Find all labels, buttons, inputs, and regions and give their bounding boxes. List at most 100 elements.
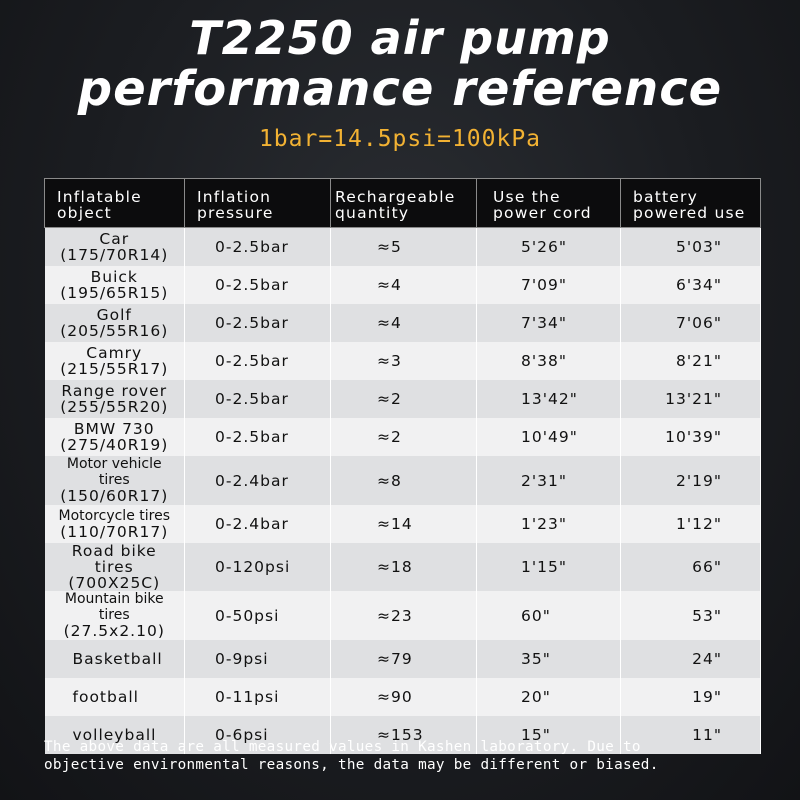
cell-object: Road bike tires (700X25C): [44, 543, 185, 592]
object-name: BMW 730: [73, 420, 155, 438]
cell-object: Basketball: [44, 640, 185, 678]
cell-object: Camry (215/55R17): [44, 342, 185, 380]
object-name: football: [72, 688, 139, 706]
cell-pressure: 0-2.5bar: [184, 227, 331, 266]
cell-object: Golf (205/55R16): [44, 304, 185, 342]
object-name: Golf: [96, 306, 132, 324]
cell-pressure: 0-50psi: [184, 591, 331, 640]
table-row: Camry (215/55R17) 0-2.5bar ≈3 8'38" 8'21": [44, 342, 761, 380]
cell-power-cord-time: 1'23": [476, 505, 621, 543]
cell-quantity: ≈153: [330, 716, 477, 754]
object-size: (150/60R17): [60, 487, 169, 505]
cell-power-cord-time: 1'15": [476, 543, 621, 591]
cell-power-cord-time: 5'26": [476, 227, 621, 266]
cell-object: Buick (195/65R15): [44, 266, 185, 304]
table-row: football 0-11psi ≈90 20" 19": [44, 678, 761, 716]
table-header-row: Inflatable object Inflation pressure Recha…: [44, 178, 761, 228]
cell-quantity: ≈4: [330, 304, 477, 342]
object-size: (110/70R17): [60, 522, 169, 541]
cell-pressure: 0-2.5bar: [184, 342, 331, 380]
cell-quantity: ≈90: [330, 678, 477, 716]
cell-object: Range rover (255/55R20): [44, 380, 185, 418]
object-name: Motor vehicle tires: [66, 456, 162, 488]
cell-pressure: 0-2.5bar: [184, 380, 331, 418]
table-row: Motorcycle tires (110/70R17) 0-2.4bar ≈14 1'…: [44, 505, 761, 543]
cell-object: BMW 730 (275/40R19): [44, 418, 185, 456]
column-header-power-cord: Use the power cord: [476, 178, 621, 228]
cell-power-cord-time: 60": [476, 591, 621, 640]
cell-object: Car (175/70R14): [44, 227, 185, 266]
cell-pressure: 0-6psi: [184, 716, 331, 754]
cell-battery-time: 1'12": [620, 505, 761, 543]
cell-quantity: ≈18: [330, 543, 477, 591]
cell-pressure: 0-2.4bar: [184, 505, 331, 543]
cell-quantity: ≈8: [330, 456, 477, 505]
cell-quantity: ≈23: [330, 591, 477, 640]
page-title-line1: T2250 air pump: [189, 11, 611, 65]
cell-quantity: ≈2: [330, 380, 477, 418]
cell-pressure: 0-2.5bar: [184, 304, 331, 342]
cell-power-cord-time: 10'49": [476, 418, 621, 456]
cell-quantity: ≈5: [330, 227, 477, 266]
table-body: Car (175/70R14) 0-2.5bar ≈5 5'26" 5'03" Buick(…: [44, 227, 761, 754]
table-row: Mountain bike tires (27.5x2.10) 0-50psi ≈23…: [44, 591, 761, 640]
cell-battery-time: 2'19": [620, 456, 761, 505]
cell-pressure: 0-2.5bar: [184, 418, 331, 456]
object-name: Buick: [90, 268, 138, 286]
table-row: Basketball 0-9psi ≈79 35" 24": [44, 640, 761, 678]
cell-power-cord-time: 35": [476, 640, 621, 678]
cell-object: football: [44, 678, 185, 716]
cell-battery-time: 7'06": [620, 304, 761, 342]
column-header-pressure: Inflation pressure: [184, 178, 331, 228]
cell-battery-time: 10'39": [620, 418, 761, 456]
object-size: (27.5x2.10): [63, 622, 165, 640]
object-name: Basketball: [72, 650, 163, 668]
table-row: Golf (205/55R16) 0-2.5bar ≈4 7'34" 7'06": [44, 304, 761, 342]
table-row: Range rover (255/55R20) 0-2.5bar ≈2 13'42" 13…: [44, 380, 761, 418]
cell-battery-time: 53": [620, 591, 761, 640]
cell-quantity: ≈3: [330, 342, 477, 380]
cell-power-cord-time: 7'34": [476, 304, 621, 342]
object-size: (215/55R17): [60, 360, 169, 378]
disclaimer-line1: The above data are all measured values i…: [44, 739, 641, 755]
cell-battery-time: 5'03": [620, 227, 761, 266]
unit-conversion-subtitle: 1bar=14.5psi=100kPa: [258, 126, 542, 152]
object-name: Camry: [86, 344, 143, 362]
object-size: (175/70R14): [60, 246, 169, 264]
cell-battery-time: 6'34": [620, 266, 761, 304]
object-size: (195/65R15): [60, 284, 169, 302]
cell-object: volleyball: [44, 716, 185, 754]
table-row: Car (175/70R14) 0-2.5bar ≈5 5'26" 5'03": [44, 227, 761, 266]
cell-pressure: 0-2.4bar: [184, 456, 331, 505]
column-header-object: Inflatable object: [44, 178, 185, 228]
cell-object: Motorcycle tires (110/70R17): [44, 505, 185, 543]
cell-battery-time: 66": [620, 543, 761, 591]
table-row: Motor vehicle tires (150/60R17) 0-2.4bar ≈8…: [44, 456, 761, 505]
cell-object: Motor vehicle tires (150/60R17): [44, 456, 185, 505]
cell-battery-time: 8'21": [620, 342, 761, 380]
cell-quantity: ≈79: [330, 640, 477, 678]
column-header-battery: battery powered use: [620, 178, 761, 228]
cell-quantity: ≈14: [330, 505, 477, 543]
page-title-line2: performance reference: [77, 61, 723, 117]
cell-power-cord-time: 15": [476, 716, 621, 754]
cell-power-cord-time: 20": [476, 678, 621, 716]
object-size: (700X25C): [68, 574, 161, 592]
cell-power-cord-time: 2'31": [476, 456, 621, 505]
table-row: Buick (195/65R15) 0-2.5bar ≈4 7'09" 6'34": [44, 266, 761, 304]
disclaimer-line2: objective environmental reasons, the dat…: [44, 757, 659, 773]
object-name: Range rover: [61, 382, 168, 400]
cell-pressure: 0-2.5bar: [184, 266, 331, 304]
object-name: volleyball: [72, 726, 157, 744]
cell-quantity: ≈4: [330, 266, 477, 304]
cell-pressure: 0-120psi: [184, 543, 331, 591]
cell-battery-time: 13'21": [620, 380, 761, 418]
cell-quantity: ≈2: [330, 418, 477, 456]
cell-battery-time: 24": [620, 640, 761, 678]
disclaimer-note: The above data are all measured values i…: [44, 738, 784, 774]
table-row: BMW 730 (275/40R19) 0-2.5bar ≈2 10'49" 10'39": [44, 418, 761, 456]
column-header-quantity: Rechargeable quantity: [330, 178, 477, 228]
cell-power-cord-time: 13'42": [476, 380, 621, 418]
cell-power-cord-time: 8'38": [476, 342, 621, 380]
object-name: Car: [99, 230, 130, 248]
